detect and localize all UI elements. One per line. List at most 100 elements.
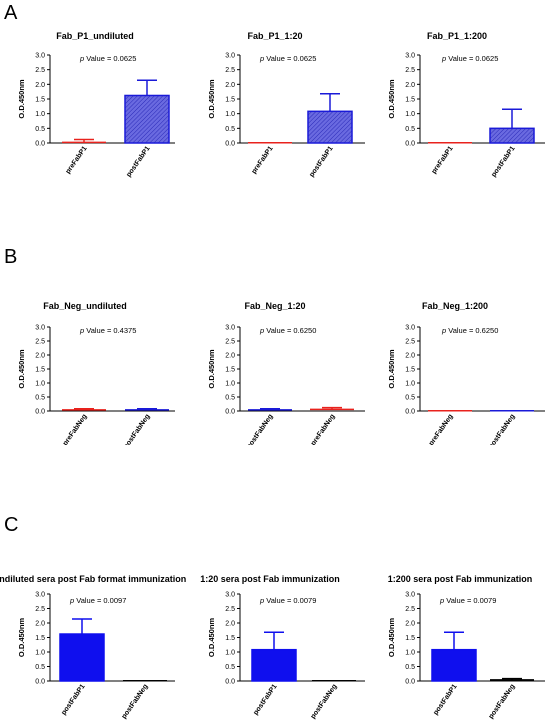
x-tick-label: preFabP1 (65, 145, 89, 175)
panel-letter-c: C (4, 514, 19, 536)
panel-letter-b: B (4, 246, 18, 268)
bar (307, 110, 353, 144)
y-tick-label: 2.0 (35, 82, 45, 89)
x-tick-label: postFabNeg (121, 683, 150, 720)
x-tick-label: postFabP1 (490, 145, 516, 178)
y-tick-label: 2.0 (405, 353, 415, 360)
y-tick-label: 1.0 (35, 381, 45, 388)
p-value-text: Value = 0.0625 (84, 54, 136, 63)
y-tick-label: 0.5 (35, 395, 45, 402)
x-tick-label: postFabP1 (308, 145, 334, 178)
y-tick-label: 0.5 (405, 126, 415, 133)
y-tick-label: 0.5 (35, 126, 45, 133)
chart-title: Fab_P1_1:200 (427, 31, 487, 41)
chart-title: Fab_P1_undiluted (56, 31, 134, 41)
y-axis-label: O.D.450nm (17, 618, 26, 658)
x-tick-label: postFabNeg (488, 683, 517, 720)
y-tick-label: 3.0 (225, 325, 235, 332)
chart-title: undiluted sera post Fab format immunizat… (0, 574, 186, 584)
y-tick-label: 2.0 (405, 621, 415, 628)
y-tick-label: 3.0 (225, 53, 235, 60)
y-tick-label: 0.0 (225, 679, 235, 686)
p-value-italic: p (259, 326, 264, 335)
p-value-text: Value = 0.6250 (264, 326, 316, 335)
y-tick-label: 2.5 (405, 606, 415, 613)
p-value-annotation: p Value = 0.0625 (259, 54, 316, 63)
y-tick-label: 2.5 (35, 67, 45, 74)
y-axis-label: O.D.450nm (207, 79, 216, 119)
y-tick-label: 0.0 (405, 141, 415, 148)
y-tick-label: 1.0 (225, 381, 235, 388)
p-value-annotation: p Value = 0.6250 (259, 326, 316, 335)
y-tick-label: 2.5 (35, 339, 45, 346)
bar (59, 633, 105, 682)
p-value-annotation: p Value = 0.0097 (69, 596, 126, 605)
p-value-text: Value = 0.4375 (84, 326, 136, 335)
y-tick-label: 0.0 (405, 409, 415, 416)
y-tick-label: 3.0 (35, 53, 45, 60)
y-tick-label: 3.0 (405, 53, 415, 60)
y-tick-label: 2.5 (35, 606, 45, 613)
y-tick-label: 2.0 (35, 353, 45, 360)
y-tick-label: 2.0 (225, 82, 235, 89)
p-value-text: Value = 0.0625 (264, 54, 316, 63)
x-tick-label: preFabP1 (251, 145, 275, 175)
y-tick-label: 0.5 (405, 395, 415, 402)
y-tick-label: 0.0 (225, 409, 235, 416)
p-value-italic: p (259, 596, 264, 605)
y-axis-label: O.D.450nm (17, 79, 26, 119)
y-tick-label: 2.5 (405, 67, 415, 74)
y-tick-label: 0.0 (225, 141, 235, 148)
y-tick-label: 1.5 (35, 367, 45, 374)
y-tick-label: 0.0 (405, 679, 415, 686)
chart-title: Fab_Neg_1:200 (422, 301, 488, 311)
y-tick-label: 0.0 (35, 409, 45, 416)
chart-fab-neg-1-20: Fab_Neg_1:20p Value = 0.6250 0.0 0.5 1.0 1.5… (207, 301, 365, 445)
panel-letter-a: A (4, 2, 18, 24)
chart-title: Fab_Neg_undiluted (43, 301, 127, 311)
y-tick-label: 1.5 (225, 367, 235, 374)
p-value-annotation: p Value = 0.0625 (79, 54, 136, 63)
p-value-italic: p (259, 54, 264, 63)
x-tick-label: postFabP1 (432, 683, 458, 716)
y-tick-label: 0.0 (35, 679, 45, 686)
x-tick-label: preFabP1 (431, 145, 455, 175)
x-tick-label: postFabNeg (246, 413, 275, 445)
y-tick-label: 1.5 (405, 97, 415, 104)
y-tick-label: 1.5 (225, 97, 235, 104)
x-tick-label: preFabNeg (62, 413, 89, 445)
x-tick-label: postFabP1 (60, 683, 86, 716)
p-value-annotation: p Value = 0.0079 (259, 596, 316, 605)
x-tick-label: postFabNeg (310, 683, 339, 720)
y-axis-label: O.D.450nm (17, 349, 26, 389)
p-value-text: Value = 0.0625 (446, 54, 498, 63)
y-tick-label: 1.0 (405, 111, 415, 118)
y-tick-label: 1.5 (35, 97, 45, 104)
y-tick-label: 3.0 (35, 592, 45, 599)
bar (251, 648, 297, 682)
y-tick-label: 2.0 (405, 82, 415, 89)
y-axis-label: O.D.450nm (387, 349, 396, 389)
bar (431, 648, 477, 682)
y-tick-label: 2.0 (225, 621, 235, 628)
p-value-text: Value = 0.0097 (74, 596, 126, 605)
y-tick-label: 0.0 (35, 141, 45, 148)
p-value-italic: p (441, 54, 446, 63)
p-value-italic: p (439, 596, 444, 605)
y-tick-label: 2.0 (35, 621, 45, 628)
chart-1-200-sera: 1:200 sera post Fab immunization p Value … (387, 574, 545, 720)
x-tick-label: postFabNeg (123, 413, 152, 445)
chart-undiluted-sera: undiluted sera post Fab format immunizat… (0, 574, 186, 720)
chart-title: 1:200 sera post Fab immunization (388, 574, 533, 584)
y-tick-label: 1.0 (35, 650, 45, 657)
y-axis-label: O.D.450nm (207, 618, 216, 658)
x-tick-label: postFabNeg (488, 413, 517, 445)
y-tick-label: 1.0 (405, 381, 415, 388)
x-tick-label: postFabP1 (125, 145, 151, 178)
p-value-italic: p (79, 54, 84, 63)
p-value-text: Value = 0.0079 (264, 596, 316, 605)
p-value-italic: p (441, 326, 446, 335)
